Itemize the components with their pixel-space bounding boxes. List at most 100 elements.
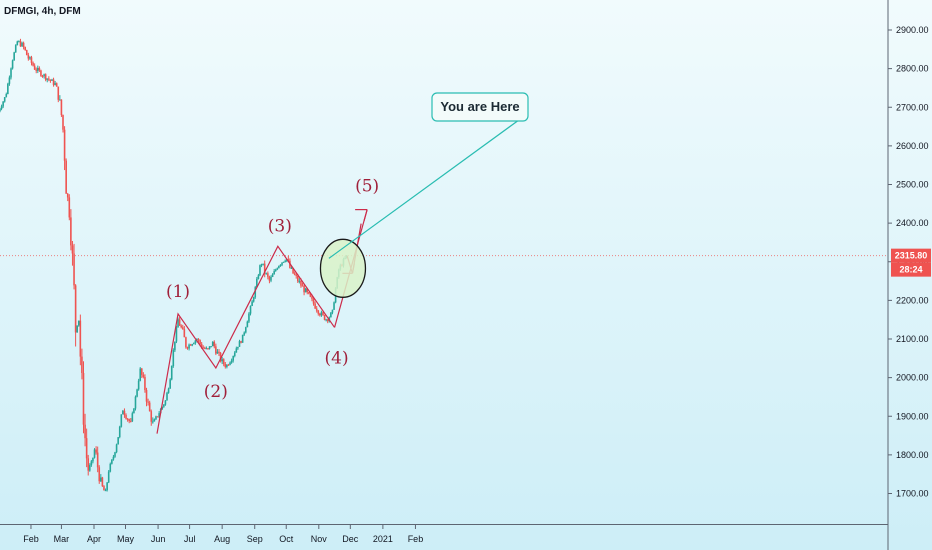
candle-body <box>293 273 296 275</box>
candle-body <box>118 426 121 438</box>
candle-body <box>317 310 320 314</box>
candle-body <box>103 486 105 491</box>
candle-body <box>172 350 175 367</box>
candle-body <box>92 457 94 462</box>
candle-body <box>249 306 252 314</box>
candle-body <box>284 260 286 262</box>
candle-body <box>221 359 223 362</box>
candle-body <box>303 285 305 293</box>
candle-body <box>319 313 321 316</box>
candle-body <box>3 97 6 102</box>
y-tick-label: 2200.00 <box>896 295 929 305</box>
candle-body <box>304 288 307 293</box>
candle-body <box>331 309 334 313</box>
x-tick-label: Mar <box>54 534 70 544</box>
candle-body <box>192 343 195 345</box>
candle-body <box>260 264 263 266</box>
candle-body <box>199 340 201 344</box>
symbol-label: DFMGI, 4h, DFM <box>4 6 81 17</box>
overlay: (1) (2) (3) (4) (5) You are Here <box>156 92 529 434</box>
candle-body <box>281 262 283 265</box>
candle-body <box>46 78 49 80</box>
candle-body <box>120 414 123 427</box>
candle-body <box>44 74 47 80</box>
candle-body <box>104 490 107 492</box>
candle-body <box>274 269 277 272</box>
countdown-tag <box>891 262 931 277</box>
candle-body <box>106 482 108 491</box>
candle-body <box>197 339 200 341</box>
y-tick-label: 2100.00 <box>896 334 929 344</box>
candle-body <box>77 320 80 326</box>
candle-body <box>81 356 83 373</box>
candle-body <box>147 401 149 403</box>
candle-body <box>2 101 4 107</box>
candle-body <box>254 287 257 298</box>
candle-body <box>218 351 220 353</box>
y-tick-label: 1700.00 <box>896 489 929 499</box>
candle-body <box>163 404 165 407</box>
candle-body <box>155 416 157 420</box>
candle-body <box>76 325 78 333</box>
candle-body <box>298 280 301 282</box>
candle-body <box>243 332 246 335</box>
candle-body <box>296 276 299 282</box>
candle-body <box>111 459 113 464</box>
candle-body <box>309 293 312 297</box>
candle-body <box>175 327 178 342</box>
x-tick-label: Nov <box>311 534 328 544</box>
candle-body <box>158 413 160 417</box>
candle-body <box>38 68 41 71</box>
candle-body <box>233 352 236 357</box>
candle-body <box>13 52 15 61</box>
candle-body <box>150 411 153 422</box>
candle-body <box>148 402 151 412</box>
candle-body <box>210 346 212 348</box>
candle-body <box>0 106 3 109</box>
candle-body <box>30 57 33 63</box>
wave-5-arrowhead-b <box>363 209 368 221</box>
candle-body <box>0 108 1 112</box>
candle-body <box>136 389 138 397</box>
candle-body <box>229 362 231 365</box>
candle-body <box>21 42 23 47</box>
candle-body <box>306 288 309 293</box>
candle-body <box>251 301 253 307</box>
candle-body <box>59 99 61 101</box>
candle-body <box>101 477 104 487</box>
y-tick-label: 2000.00 <box>896 373 929 383</box>
candle-body <box>333 302 335 310</box>
y-tick-label: 2600.00 <box>896 141 929 151</box>
candle-body <box>88 465 91 471</box>
wave-label: (2) <box>204 382 228 402</box>
candle-body <box>129 421 132 423</box>
candle-body <box>40 70 42 76</box>
x-tick-label: 2021 <box>373 534 393 544</box>
candle-body <box>240 341 242 343</box>
x-tick-label: Jul <box>184 534 196 544</box>
candle-body <box>267 273 269 277</box>
x-tick-label: Feb <box>408 534 424 544</box>
candle-body <box>52 79 55 85</box>
highlight-circle <box>319 238 367 298</box>
x-tick-label: Dec <box>342 534 359 544</box>
candle-body <box>7 83 9 94</box>
candle-body <box>246 321 249 328</box>
candle-body <box>33 65 36 70</box>
candle-body <box>27 55 30 59</box>
candle-body <box>5 93 8 98</box>
candle-body <box>205 348 208 350</box>
candle-body <box>22 42 25 48</box>
candle-body <box>167 388 170 393</box>
candle-body <box>232 356 234 361</box>
candle-body <box>11 60 14 69</box>
candle-body <box>174 341 176 351</box>
candle-body <box>51 79 53 81</box>
wave-label: (4) <box>325 348 349 368</box>
last-price-tag-text: 2315.80 <box>895 251 928 261</box>
candle-body <box>322 312 324 316</box>
candle-body <box>60 99 63 116</box>
candle-body <box>73 253 75 286</box>
candle-body <box>54 83 56 85</box>
candle-body <box>237 346 239 349</box>
